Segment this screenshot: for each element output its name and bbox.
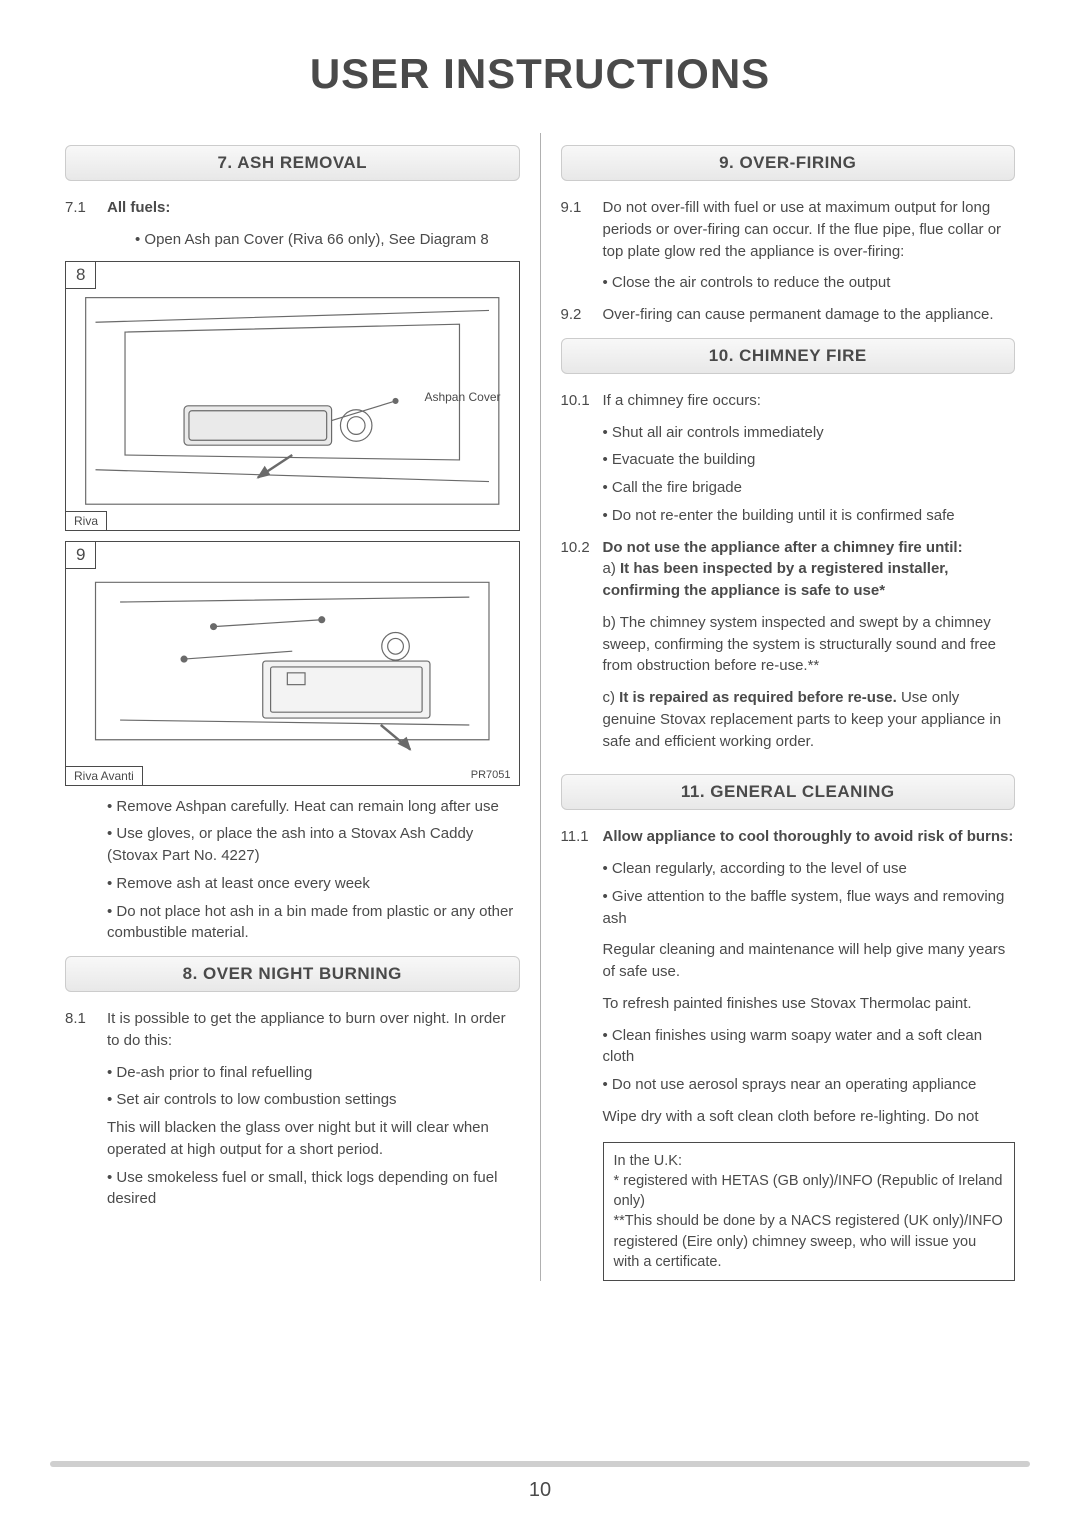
sec8-item1-num: 8.1 xyxy=(65,1008,107,1052)
sec7-after-b2: • Use gloves, or place the ash into a St… xyxy=(107,823,520,867)
sec10-item2-body: Do not use the appliance after a chimney… xyxy=(603,537,1016,763)
sec10-item2-c-bold: It is repaired as required before re-use… xyxy=(619,689,897,706)
sec10-item2-a-pre: a) xyxy=(603,560,621,577)
page-number: 10 xyxy=(0,1479,1080,1502)
sec9-item2: 9.2 Over-firing can cause permanent dama… xyxy=(561,304,1016,326)
content-columns: 7. ASH REMOVAL 7.1 All fuels: • Open Ash… xyxy=(50,133,1030,1281)
sec11-item1: 11.1 Allow appliance to cool thoroughly … xyxy=(561,826,1016,848)
sec8-b2: • Set air controls to low combustion set… xyxy=(107,1089,520,1111)
sec8-b1: • De-ash prior to final refuelling xyxy=(107,1062,520,1084)
sec11-p3: Wipe dry with a soft clean cloth before … xyxy=(603,1106,1016,1128)
sec10-item2: 10.2 Do not use the appliance after a ch… xyxy=(561,537,1016,763)
sec11-item1-num: 11.1 xyxy=(561,826,603,848)
diagram-8-label: Riva xyxy=(65,511,107,531)
sec10-item2-c-pre: c) xyxy=(603,689,620,706)
diagram-9: 9 Riva Avanti PR7051 xyxy=(65,541,520,786)
sec7-header: 7. ASH REMOVAL xyxy=(65,145,520,181)
sec7-after-b3: • Remove ash at least once every week xyxy=(107,873,520,895)
diagram-9-code: PR7051 xyxy=(471,769,511,781)
sec11-b3: • Clean finishes using warm soapy water … xyxy=(603,1025,1016,1069)
sec8-header: 8. OVER NIGHT BURNING xyxy=(65,956,520,992)
sec10-item2-c: c) It is repaired as required before re-… xyxy=(603,687,1016,752)
sec10-item2-b: b) The chimney system inspected and swep… xyxy=(603,612,1016,677)
left-column: 7. ASH REMOVAL 7.1 All fuels: • Open Ash… xyxy=(50,133,541,1281)
right-column: 9. OVER-FIRING 9.1 Do not over-fill with… xyxy=(541,133,1031,1281)
sec11-b4: • Do not use aerosol sprays near an oper… xyxy=(603,1074,1016,1096)
sec11-b1: • Clean regularly, according to the leve… xyxy=(603,858,1016,880)
sec10-b1: • Shut all air controls immediately xyxy=(603,422,1016,444)
sec11-p1: Regular cleaning and maintenance will he… xyxy=(603,939,1016,983)
sec9-b1: • Close the air controls to reduce the o… xyxy=(603,272,1016,294)
sec9-item1-num: 9.1 xyxy=(561,197,603,262)
sec11-header: 11. GENERAL CLEANING xyxy=(561,774,1016,810)
sec10-item2-num: 10.2 xyxy=(561,537,603,763)
diagram-8-num: 8 xyxy=(65,261,96,289)
diagram-9-label: Riva Avanti xyxy=(65,766,143,786)
page-title: USER INSTRUCTIONS xyxy=(50,50,1030,98)
sec9-item2-text: Over-firing can cause permanent damage t… xyxy=(603,304,1016,326)
sec10-header: 10. CHIMNEY FIRE xyxy=(561,338,1016,374)
sec9-header: 9. OVER-FIRING xyxy=(561,145,1016,181)
uk-l3: **This should be done by a NACS register… xyxy=(614,1211,1005,1272)
sec8-item1-text: It is possible to get the appliance to b… xyxy=(107,1008,520,1052)
sec7-item1: 7.1 All fuels: xyxy=(65,197,520,219)
sec11-b2: • Give attention to the baffle system, f… xyxy=(603,886,1016,930)
sec11-p2: To refresh painted finishes use Stovax T… xyxy=(603,993,1016,1015)
footer-rule xyxy=(50,1461,1030,1467)
uk-l2: * registered with HETAS (GB only)/INFO (… xyxy=(614,1171,1005,1212)
sec10-b3: • Call the fire brigade xyxy=(603,477,1016,499)
sec7-after-b4: • Do not place hot ash in a bin made fro… xyxy=(107,901,520,945)
sec7-item1-num: 7.1 xyxy=(65,197,107,219)
sec10-item1: 10.1 If a chimney fire occurs: xyxy=(561,390,1016,412)
sec7-bullet1: • Open Ash pan Cover (Riva 66 only), See… xyxy=(135,229,520,251)
sec8-b2-cont: This will blacken the glass over night b… xyxy=(107,1117,520,1161)
sec10-item1-text: If a chimney fire occurs: xyxy=(603,390,1016,412)
sec11-body: • Clean regularly, according to the leve… xyxy=(603,858,1016,1128)
sec7-item1-label: All fuels: xyxy=(107,197,520,219)
diagram-9-num: 9 xyxy=(65,541,96,569)
sec10-item2-a-bold: It has been inspected by a registered in… xyxy=(603,560,949,599)
sec7-after-b1: • Remove Ashpan carefully. Heat can rema… xyxy=(107,796,520,818)
sec8-item1: 8.1 It is possible to get the appliance … xyxy=(65,1008,520,1052)
sec11-item1-bold: Allow appliance to cool thoroughly to av… xyxy=(603,826,1016,848)
sec9-item2-num: 9.2 xyxy=(561,304,603,326)
uk-note-box: In the U.K: * registered with HETAS (GB … xyxy=(603,1142,1016,1282)
uk-l1: In the U.K: xyxy=(614,1151,1005,1171)
sec9-item1: 9.1 Do not over-fill with fuel or use at… xyxy=(561,197,1016,262)
diagram-8: 8 Riva Ashpan Cover xyxy=(65,261,520,531)
diagram-9-svg xyxy=(66,542,519,785)
sec10-item1-num: 10.1 xyxy=(561,390,603,412)
sec10-b2: • Evacuate the building xyxy=(603,449,1016,471)
sec8-b3: • Use smokeless fuel or small, thick log… xyxy=(107,1167,520,1211)
sec9-item1-text: Do not over-fill with fuel or use at max… xyxy=(603,197,1016,262)
sec10-item2-bold1: Do not use the appliance after a chimney… xyxy=(603,539,963,556)
diagram-8-callout: Ashpan Cover xyxy=(424,390,500,404)
sec10-b4: • Do not re-enter the building until it … xyxy=(603,505,1016,527)
